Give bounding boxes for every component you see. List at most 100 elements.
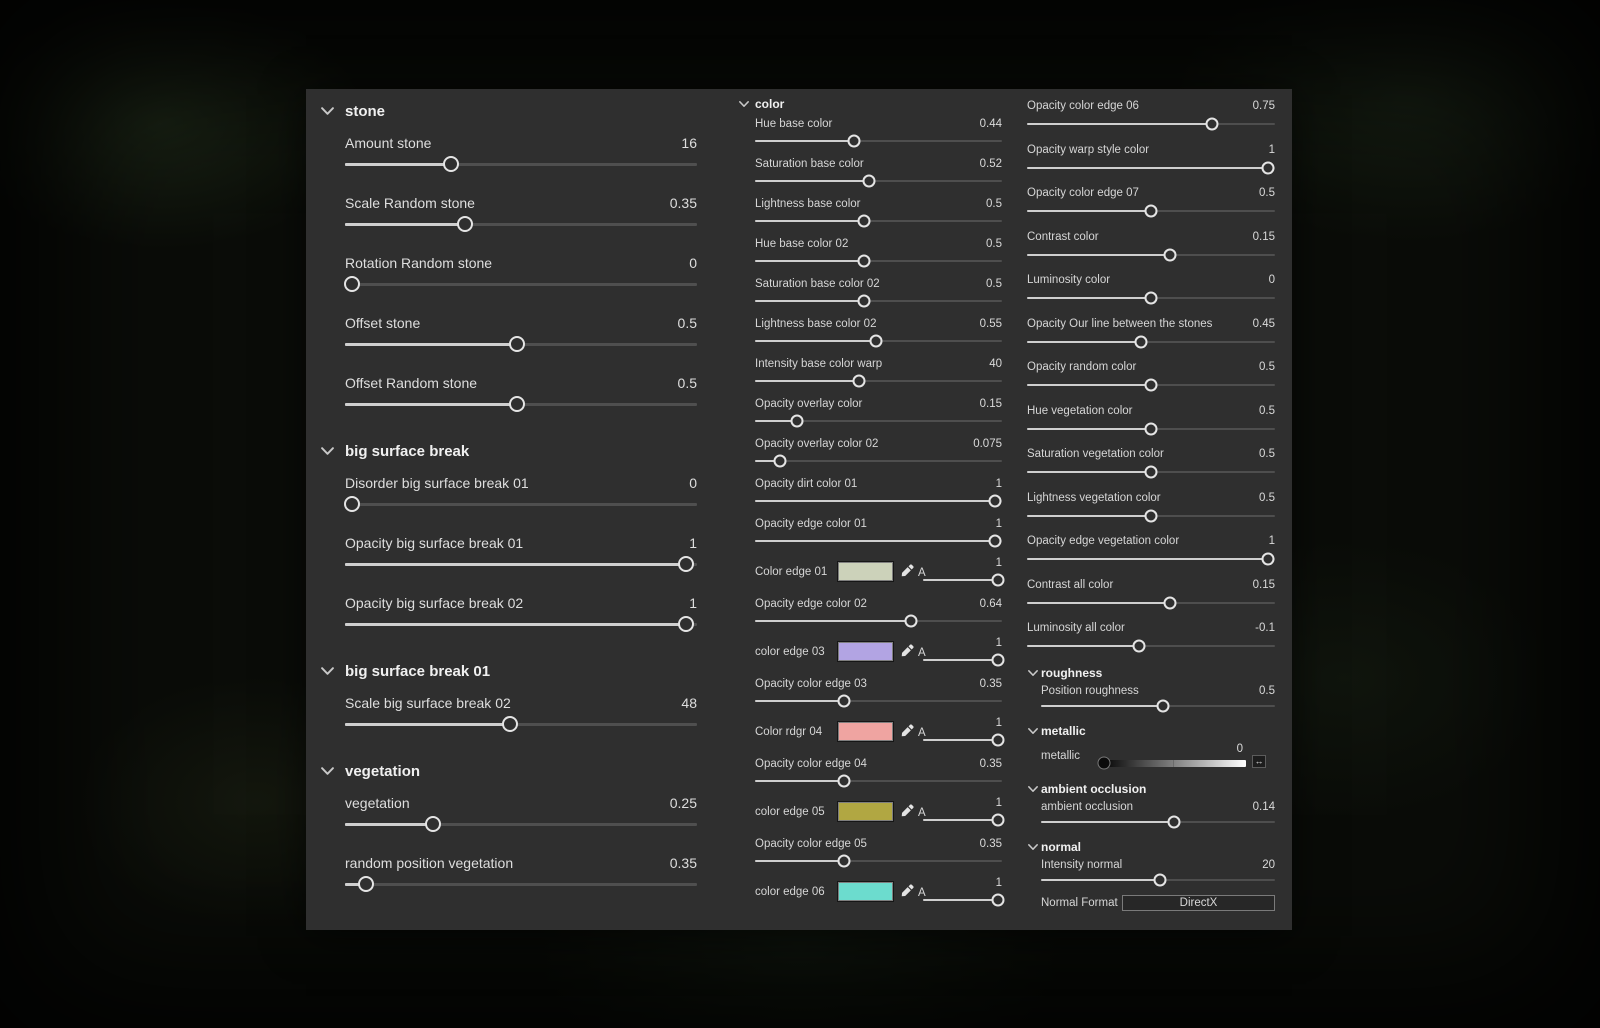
slider-track[interactable] bbox=[1041, 873, 1275, 887]
slider-track[interactable] bbox=[755, 614, 1002, 628]
slider-track[interactable] bbox=[755, 494, 1002, 508]
slider-handle[interactable] bbox=[678, 616, 695, 632]
slider-value[interactable]: 0.5 bbox=[677, 375, 697, 391]
slider-handle[interactable] bbox=[857, 254, 871, 268]
slider-handle[interactable] bbox=[991, 573, 1005, 587]
section-header[interactable]: big surface break bbox=[321, 441, 697, 461]
slider-handle[interactable] bbox=[1261, 161, 1275, 174]
slider-handle[interactable] bbox=[1163, 248, 1177, 261]
slider-track[interactable] bbox=[923, 653, 1005, 667]
slider-value[interactable]: 0.5 bbox=[986, 198, 1002, 210]
slider-handle[interactable] bbox=[1156, 699, 1170, 712]
slider-track[interactable] bbox=[1027, 552, 1275, 566]
slider-value[interactable]: 1 bbox=[1268, 535, 1275, 547]
slider-track[interactable] bbox=[345, 396, 697, 412]
slider-value[interactable]: 0.52 bbox=[979, 158, 1002, 170]
slider-handle[interactable] bbox=[1163, 596, 1177, 609]
alpha-value[interactable]: 1 bbox=[995, 797, 1002, 809]
slider-value[interactable]: 0.55 bbox=[979, 318, 1002, 330]
slider-track[interactable] bbox=[1027, 117, 1275, 131]
slider-track[interactable] bbox=[345, 816, 697, 832]
slider-track[interactable] bbox=[923, 733, 1005, 747]
slider-value[interactable]: 0.5 bbox=[677, 315, 697, 331]
slider-handle[interactable] bbox=[344, 496, 361, 512]
slider-handle[interactable] bbox=[1144, 378, 1158, 392]
slider-value[interactable]: 0.35 bbox=[669, 855, 697, 871]
slider-track[interactable] bbox=[1027, 422, 1275, 436]
slider-handle[interactable] bbox=[991, 653, 1005, 667]
slider-handle[interactable] bbox=[678, 556, 695, 572]
slider-value[interactable]: 20 bbox=[1262, 858, 1275, 871]
slider-track[interactable] bbox=[345, 616, 697, 632]
slider-value[interactable]: 0.15 bbox=[1252, 578, 1275, 591]
slider-handle[interactable] bbox=[509, 336, 526, 352]
slider-handle[interactable] bbox=[1205, 117, 1219, 131]
slider-handle[interactable] bbox=[904, 614, 918, 628]
slider-track[interactable] bbox=[344, 496, 697, 512]
slider-track[interactable] bbox=[1027, 248, 1275, 262]
alpha-value[interactable]: 1 bbox=[995, 877, 1002, 889]
section-header[interactable]: ambient occlusion bbox=[1027, 779, 1275, 799]
slider-handle[interactable] bbox=[1144, 509, 1158, 522]
slider-handle[interactable] bbox=[1167, 815, 1181, 828]
slider-track[interactable] bbox=[1027, 596, 1275, 610]
slider-handle[interactable] bbox=[1132, 639, 1146, 653]
slider-value[interactable]: 0.5 bbox=[1259, 404, 1275, 417]
slider-handle[interactable] bbox=[502, 716, 519, 732]
slider-value[interactable]: 0 bbox=[1268, 274, 1275, 286]
slider-track[interactable] bbox=[923, 893, 1005, 907]
alpha-value[interactable]: 1 bbox=[995, 717, 1002, 729]
slider-track[interactable] bbox=[345, 216, 697, 232]
slider-handle[interactable] bbox=[862, 174, 876, 188]
slider-track[interactable] bbox=[345, 336, 697, 352]
slider-handle[interactable] bbox=[1261, 552, 1275, 566]
slider-track[interactable] bbox=[755, 854, 1002, 868]
eyedropper-icon[interactable] bbox=[901, 724, 914, 737]
slider-track[interactable] bbox=[1041, 815, 1275, 829]
slider-track[interactable] bbox=[755, 294, 1002, 308]
slider-track[interactable] bbox=[1027, 465, 1275, 479]
slider-track[interactable] bbox=[345, 716, 697, 732]
slider-value[interactable]: 0.5 bbox=[1259, 187, 1275, 199]
slider-value[interactable]: 16 bbox=[681, 135, 697, 151]
slider-track[interactable] bbox=[755, 334, 1002, 348]
slider-value[interactable]: 48 bbox=[681, 695, 697, 711]
slider-value[interactable]: 0.35 bbox=[979, 678, 1002, 690]
slider-value[interactable]: 0.5 bbox=[1259, 491, 1275, 504]
slider-value[interactable]: 0.44 bbox=[979, 118, 1002, 130]
eyedropper-icon[interactable] bbox=[901, 564, 914, 577]
slider-track[interactable] bbox=[1027, 161, 1275, 175]
eyedropper-icon[interactable] bbox=[901, 884, 914, 897]
slider-handle[interactable] bbox=[425, 816, 441, 832]
color-swatch[interactable] bbox=[837, 801, 894, 822]
slider-value[interactable]: 0 bbox=[689, 255, 697, 271]
slider-value[interactable]: 1 bbox=[995, 518, 1002, 530]
slider-handle[interactable] bbox=[991, 733, 1005, 747]
alpha-value[interactable]: 1 bbox=[995, 637, 1002, 649]
normal-format-dropdown[interactable]: DirectX bbox=[1122, 894, 1275, 911]
slider-value[interactable]: 0.75 bbox=[1252, 100, 1275, 112]
section-header[interactable]: big surface break 01 bbox=[321, 661, 697, 681]
slider-track[interactable] bbox=[755, 694, 1002, 708]
slider-track[interactable] bbox=[755, 454, 1002, 468]
slider-value[interactable]: 1 bbox=[689, 595, 697, 611]
slider-handle[interactable] bbox=[847, 134, 861, 148]
slider-track[interactable] bbox=[1027, 204, 1275, 218]
slider-value[interactable]: 0.15 bbox=[979, 398, 1002, 410]
slider-value[interactable]: 1 bbox=[1268, 143, 1275, 156]
slider-value[interactable]: 40 bbox=[989, 358, 1002, 370]
slider-track[interactable] bbox=[755, 374, 1002, 388]
gradient-slider-handle[interactable] bbox=[1097, 756, 1111, 770]
slider-value[interactable]: 0.14 bbox=[1252, 800, 1275, 813]
slider-track[interactable] bbox=[755, 174, 1002, 188]
slider-value[interactable]: 0.5 bbox=[986, 278, 1002, 290]
slider-value[interactable]: 0.5 bbox=[1259, 361, 1275, 373]
slider-handle[interactable] bbox=[857, 214, 871, 228]
slider-value[interactable]: 0.35 bbox=[979, 758, 1002, 770]
slider-track[interactable] bbox=[1027, 639, 1275, 653]
slider-value[interactable]: 1 bbox=[995, 478, 1002, 490]
slider-handle[interactable] bbox=[344, 276, 361, 292]
slider-handle[interactable] bbox=[991, 813, 1005, 827]
slider-track[interactable] bbox=[755, 414, 1002, 428]
slider-handle[interactable] bbox=[852, 374, 866, 388]
